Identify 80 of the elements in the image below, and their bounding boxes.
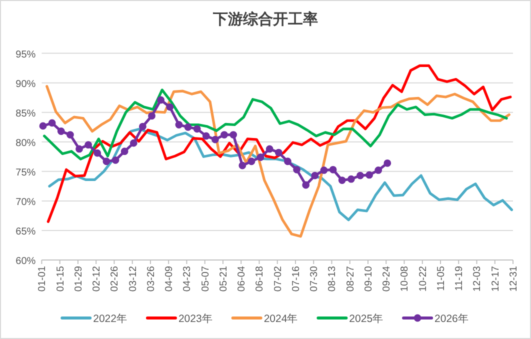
point	[66, 131, 74, 138]
point	[256, 154, 264, 161]
x-tick-label: 12-03	[472, 266, 484, 292]
point	[366, 171, 373, 179]
title: 下游综合开工率	[213, 11, 318, 28]
y-tick-label: 60%	[16, 256, 36, 267]
point	[120, 148, 128, 156]
x-tick-label: 03-12	[128, 266, 139, 292]
point	[356, 172, 364, 180]
x-tick-label: 10-08	[400, 266, 411, 292]
point	[212, 136, 219, 144]
point	[94, 149, 102, 157]
x-tick-label: 03-26	[146, 266, 157, 292]
point	[102, 158, 110, 166]
x-tick-label: 06-18	[254, 266, 266, 292]
x-tick-label: 02-12	[92, 266, 103, 292]
point	[76, 145, 83, 153]
x-tick-label: 10-22	[418, 266, 429, 292]
point	[148, 112, 156, 120]
legend-label: 2022年	[93, 313, 128, 325]
x-tick-label: 02-26	[110, 266, 121, 292]
point	[193, 125, 201, 133]
point	[266, 145, 274, 153]
point	[384, 159, 392, 167]
y-tick-label: 90%	[16, 78, 36, 90]
legend-label: 2023年	[178, 313, 213, 325]
x-tick-label: 04-09	[164, 266, 176, 292]
point	[39, 122, 47, 130]
x-tick-label: 05-21	[218, 266, 230, 292]
y-tick-label: 70%	[16, 196, 36, 208]
point	[284, 158, 292, 166]
x-tick-label: 11-19	[454, 266, 466, 291]
point	[84, 141, 92, 149]
x-tick-label: 08-13	[327, 266, 338, 292]
point	[329, 166, 337, 174]
legend-label: 2026年	[434, 313, 469, 325]
x-tick-label: 01-01	[37, 266, 48, 292]
x-tick-label: 08-27	[345, 266, 356, 292]
y-tick-label: 75%	[16, 167, 36, 178]
point	[57, 128, 65, 135]
point	[248, 158, 256, 166]
x-tick-label: 11-05	[436, 266, 447, 291]
point	[230, 131, 238, 138]
point	[274, 148, 282, 156]
x-tick-label: 06-04	[236, 266, 248, 292]
point	[130, 139, 138, 147]
point	[175, 121, 183, 128]
x-tick-label: 05-07	[200, 266, 212, 292]
point	[138, 122, 146, 130]
x-tick-label: 07-16	[290, 266, 302, 292]
y-tick-label: 95%	[16, 49, 36, 60]
point	[184, 123, 192, 131]
x-tick-label: 09-24	[382, 266, 393, 292]
point	[311, 172, 319, 180]
x-tick-label: 09-10	[363, 266, 374, 292]
x-tick-label: 07-02	[272, 266, 284, 292]
x-tick-label: 01-29	[73, 266, 84, 292]
point	[112, 156, 120, 164]
point	[302, 181, 310, 189]
x-tick-label: 07-30	[309, 266, 320, 292]
point	[293, 166, 300, 174]
legend-label: 2025年	[349, 313, 384, 325]
point	[166, 103, 174, 111]
y-tick-label: 65%	[16, 226, 36, 238]
y-tick-label: 85%	[16, 108, 36, 120]
point	[238, 162, 246, 170]
point	[338, 176, 346, 184]
x-tick-label: 04-23	[182, 266, 194, 292]
point	[220, 131, 228, 138]
point	[48, 119, 56, 127]
legend-label: 2024年	[264, 313, 298, 325]
point	[347, 175, 355, 183]
x-tick-label: 12-17	[490, 266, 502, 292]
point	[320, 166, 328, 174]
x-tick-label: 12-31	[508, 266, 520, 292]
x-tick-label: 01-15	[55, 266, 66, 292]
point	[374, 166, 382, 174]
point	[202, 132, 210, 140]
y-tick-label: 80%	[16, 138, 36, 149]
point	[157, 96, 165, 104]
